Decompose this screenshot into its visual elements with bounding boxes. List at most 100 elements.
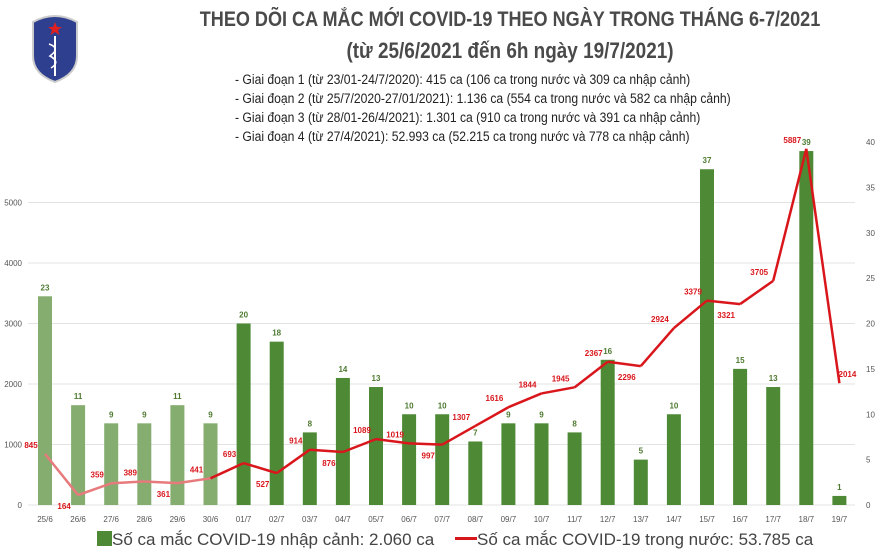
x-axis-tick-label: 30/6 [203, 515, 219, 524]
line-segment [441, 424, 476, 446]
bar [203, 423, 218, 505]
right-axis-tick-label: 40 [866, 138, 875, 147]
line-value-label: 1089 [353, 426, 371, 435]
line-segment [573, 360, 609, 389]
left-axis-tick-label: 3000 [4, 320, 22, 329]
bar [369, 387, 383, 505]
legend-line-swatch [455, 537, 477, 540]
x-axis-tick-label: 14/7 [666, 515, 682, 524]
line-segment [342, 437, 377, 454]
bar-value-label: 10 [438, 401, 447, 410]
legend-bar-label: Số ca mắc COVID-19 nhập cảnh: 2.060 ca [112, 530, 435, 549]
bar-value-label: 23 [41, 283, 50, 292]
x-axis-tick-label: 08/7 [468, 515, 484, 524]
bar-value-label: 15 [736, 356, 745, 365]
line-segment [639, 327, 675, 367]
left-axis-tick-label: 1000 [4, 441, 22, 450]
x-axis-tick-label: 04/7 [335, 515, 351, 524]
bar-value-label: 8 [572, 419, 577, 428]
x-axis-tick-label: 02/7 [269, 515, 285, 524]
x-axis-tick-label: 18/7 [799, 515, 815, 524]
x-axis-tick-label: 27/6 [103, 515, 119, 524]
line-segment [507, 392, 542, 409]
bar [269, 341, 284, 505]
bar-value-label: 9 [208, 410, 213, 419]
bar [567, 432, 582, 505]
right-axis-tick-label: 15 [866, 365, 875, 374]
bar-value-label: 9 [539, 410, 544, 419]
line-segment [805, 148, 841, 384]
left-axis-tick-label: 5000 [4, 199, 22, 208]
left-axis-tick-label: 2000 [4, 380, 22, 389]
right-axis-tick-label: 10 [866, 410, 875, 419]
line-value-label: 2014 [839, 370, 857, 379]
line-value-label: 1019 [386, 430, 404, 439]
bar [302, 432, 317, 505]
line-value-label: 1844 [519, 380, 537, 389]
bar-value-label: 14 [338, 365, 347, 374]
line-value-label: 693 [223, 450, 237, 459]
line-value-label: 3379 [684, 288, 702, 297]
chart-title: THEO DÕI CA MẮC MỚI COVID-19 THEO NGÀY T… [199, 8, 821, 31]
line-segment [144, 480, 178, 485]
line-segment [111, 480, 145, 485]
x-axis-tick-label: 11/7 [567, 515, 583, 524]
x-axis-tick-label: 19/7 [832, 515, 848, 524]
bar [799, 151, 814, 505]
legend-bar-swatch [97, 531, 112, 546]
legend-line-label: Số ca mắc COVID-19 trong nước: 53.785 ca [477, 530, 814, 549]
line-segment [706, 299, 741, 306]
bar-value-label: 39 [802, 138, 811, 147]
bar [832, 495, 847, 505]
x-axis-tick-label: 15/7 [699, 515, 715, 524]
line-segment [209, 461, 245, 480]
bar [71, 405, 86, 505]
x-axis-tick-label: 16/7 [732, 515, 748, 524]
ministry-of-health-logo [32, 15, 78, 84]
bar-value-label: 8 [308, 419, 313, 428]
line-value-label: 3705 [750, 268, 768, 277]
line-segment [77, 482, 112, 497]
bar-value-label: 7 [473, 428, 478, 437]
x-axis-tick-label: 17/7 [765, 515, 781, 524]
bar [137, 423, 152, 505]
line-segment [309, 448, 343, 454]
line-value-label: 845 [24, 441, 38, 450]
bar [633, 459, 648, 505]
line-segment [541, 386, 575, 395]
bar [435, 414, 450, 505]
line-value-label: 2296 [618, 373, 636, 382]
left-axis-tick-label: 4000 [4, 259, 22, 268]
bar-value-label: 9 [506, 410, 511, 419]
bar-value-label: 18 [272, 329, 281, 338]
x-axis-tick-label: 05/7 [368, 515, 384, 524]
bar [766, 387, 781, 505]
line-value-label: 2367 [585, 349, 603, 358]
right-axis-tick-label: 35 [866, 183, 875, 192]
bar [236, 323, 251, 505]
x-axis-tick-label: 25/6 [37, 515, 53, 524]
bar-value-label: 13 [769, 374, 778, 383]
x-axis-tick-label: 26/6 [70, 515, 86, 524]
line-segment [44, 453, 80, 496]
bar [733, 368, 748, 505]
line-segment [607, 360, 641, 368]
bar-value-label: 13 [372, 374, 381, 383]
bar [666, 414, 681, 505]
bar-value-label: 16 [603, 347, 612, 356]
line-value-label: 361 [157, 490, 171, 499]
right-axis-tick-label: 25 [866, 274, 875, 283]
line-segment [409, 442, 443, 446]
x-axis-tick-label: 03/7 [302, 515, 318, 524]
bar [534, 423, 549, 505]
phase-note: - Giai đoạn 3 (từ 28/01-26/4/2021): 1.30… [235, 110, 701, 125]
bar-value-label: 11 [173, 392, 182, 401]
x-axis-tick-label: 12/7 [600, 515, 616, 524]
x-axis-tick-label: 01/7 [236, 515, 252, 524]
bar-value-label: 11 [74, 392, 83, 401]
line-segment [177, 477, 211, 485]
legend-bar: Số ca mắc COVID-19 nhập cảnh: 2.060 ca [97, 530, 434, 550]
x-axis-tick-label: 06/7 [401, 515, 417, 524]
